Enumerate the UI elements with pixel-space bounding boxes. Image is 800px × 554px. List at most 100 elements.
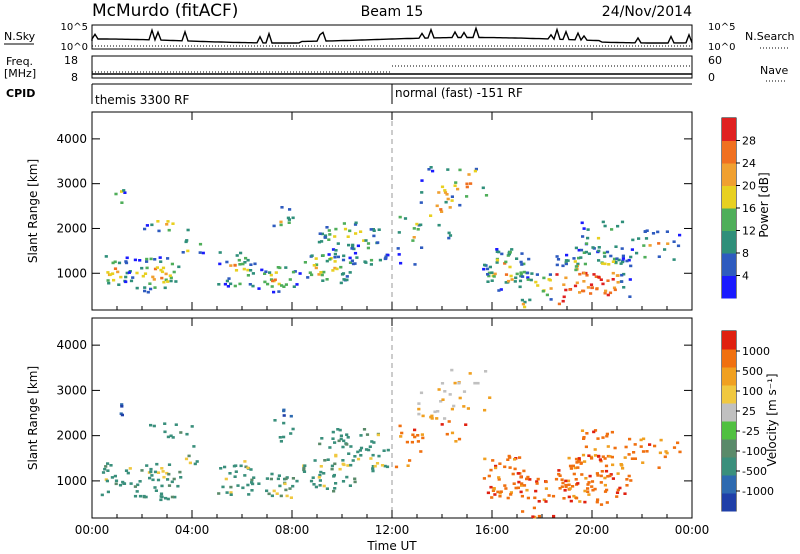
velocity-echo-cell: [399, 435, 403, 438]
velocity-echo-cell: [433, 410, 437, 414]
velocity-echo-cell: [229, 491, 233, 494]
power-echo-cell: [345, 278, 349, 282]
velocity-echo-cell: [564, 485, 568, 489]
velocity-echo-cell: [445, 432, 449, 436]
power-echo-cell: [657, 255, 661, 258]
velocity-echo-cell: [173, 495, 177, 499]
velocity-echo-cell: [279, 440, 283, 443]
velocity-echo-cell: [599, 503, 604, 506]
power-echo-cell: [120, 190, 124, 193]
velocity-echo-cell: [521, 510, 525, 513]
power-echo-cell: [323, 234, 328, 237]
velocity-echo-cell: [337, 439, 341, 443]
power-echo-cell: [165, 223, 169, 226]
power-ytick-label: 3000: [56, 177, 87, 191]
power-echo-cell: [617, 258, 621, 262]
velocity-echo-cell: [562, 497, 566, 500]
power-echo-cell: [201, 251, 205, 255]
power-echo-cell: [642, 244, 646, 247]
power-echo-cell: [597, 275, 601, 279]
velocity-echo-cell: [583, 489, 587, 493]
velocity-echo-cell: [359, 434, 363, 437]
velocity-echo-cell: [468, 372, 472, 375]
velocity-echo-cell: [224, 477, 228, 481]
power-colorbar-segment: [722, 253, 736, 276]
velocity-echo-cell: [536, 477, 540, 481]
power-echo-cell: [269, 278, 274, 281]
power-echo-cell: [411, 239, 415, 242]
power-echo-cell: [513, 280, 517, 283]
power-echo-cell: [376, 241, 380, 244]
nave-right-tick-bottom: 0: [708, 71, 715, 84]
power-echo-cell: [621, 254, 625, 258]
velocity-echo-cell: [359, 446, 364, 450]
velocity-echo-cell: [476, 381, 480, 385]
velocity-echo-cell: [454, 440, 458, 443]
velocity-echo-cell: [302, 466, 306, 470]
velocity-echo-cell: [371, 467, 375, 470]
power-echo-cell: [317, 273, 321, 276]
power-echo-cell: [419, 201, 423, 204]
velocity-echo-cell: [160, 484, 164, 488]
velocity-echo-cell: [133, 494, 138, 498]
velocity-echo-cell: [577, 457, 581, 460]
velocity-echo-cell: [665, 451, 669, 455]
power-echo-cell: [366, 246, 370, 250]
velocity-echo-cell: [291, 477, 295, 480]
velocity-panel: 1000 2000 3000 4000 00:00 04:00 08:00 12:00 16:…: [26, 317, 779, 553]
velocity-echo-cell: [348, 484, 352, 487]
velocity-echo-cell: [568, 464, 573, 468]
velocity-echo-cell: [496, 490, 500, 494]
power-echo-cell: [465, 195, 469, 198]
velocity-echo-cell: [265, 477, 269, 480]
velocity-echo-cell: [349, 463, 353, 467]
velocity-echo-cell: [596, 474, 600, 477]
velocity-echo-cell: [358, 449, 362, 452]
power-echo-cell: [348, 229, 352, 233]
velocity-colorbar-tick-label: 1000: [742, 345, 770, 358]
velocity-echo-cell: [171, 436, 175, 439]
velocity-echo-cell: [376, 433, 380, 437]
power-echo-cell: [637, 237, 641, 240]
velocity-echo-cell: [493, 493, 497, 496]
velocity-echo-cell: [410, 440, 414, 444]
velocity-echo-cell: [532, 506, 536, 510]
velocity-echo-cell: [583, 500, 587, 504]
power-echo-cell: [186, 228, 190, 232]
power-echo-cell: [465, 185, 469, 189]
velocity-xtick-label: 04:00: [175, 523, 210, 537]
power-echo-cell: [331, 269, 335, 272]
power-echo-cell: [298, 272, 302, 275]
power-echo-cell: [573, 260, 577, 263]
power-echo-cell: [325, 259, 329, 263]
power-echo-cell: [325, 278, 329, 281]
power-ylabel: Slant Range [km]: [26, 159, 40, 263]
velocity-echo-cell: [120, 413, 124, 417]
power-echo-cell: [488, 265, 492, 269]
velocity-echo-cell: [450, 368, 454, 372]
velocity-echo-cell: [587, 493, 591, 496]
velocity-echo-cell: [450, 431, 455, 435]
power-echo-cell: [622, 272, 626, 276]
velocity-echo-cell: [439, 400, 443, 403]
velocity-echo-cell: [162, 475, 166, 479]
velocity-echo-cell: [221, 485, 225, 489]
velocity-echo-cell: [544, 480, 548, 484]
power-echo-cell: [530, 272, 534, 275]
nsky-frame: [91, 24, 693, 50]
power-echo-cell: [279, 220, 283, 224]
power-echo-cell: [151, 275, 155, 279]
velocity-echo-cell: [580, 473, 584, 476]
power-echo-cell: [312, 264, 316, 267]
velocity-echo-cell: [658, 451, 662, 455]
velocity-echo-cell: [571, 485, 575, 488]
velocity-echo-cell: [303, 464, 307, 467]
power-echo-cell: [287, 218, 291, 221]
velocity-echo-cell: [593, 487, 597, 491]
nsky-left-tick-bottom: 10^0: [61, 42, 88, 53]
power-echo-cell: [341, 272, 346, 275]
velocity-echo-cell: [318, 473, 322, 477]
velocity-echo-cell: [604, 464, 609, 468]
nsky-panel: N.Sky 10^5 10^0 10^5 10^0 N.Search: [4, 22, 795, 53]
power-echo-cell: [343, 227, 348, 231]
